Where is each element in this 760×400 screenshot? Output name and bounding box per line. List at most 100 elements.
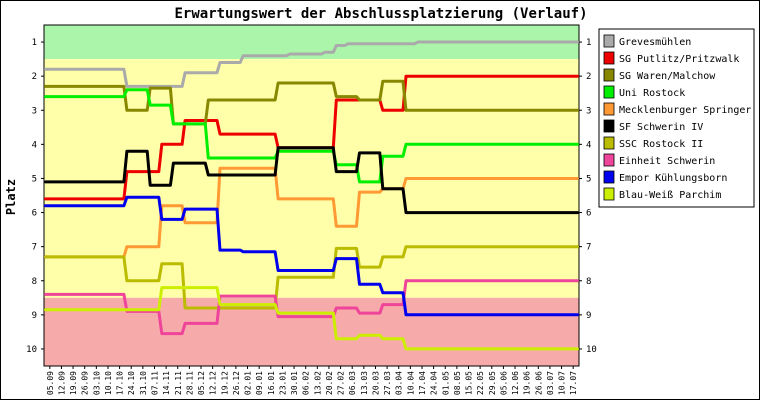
- x-tick-label: 20.02: [325, 371, 334, 395]
- x-tick-label: 26.12: [232, 371, 241, 395]
- y-tick-label-left: 8: [32, 277, 37, 287]
- series-line-0: [44, 40, 579, 88]
- legend-swatch: [603, 102, 615, 116]
- x-tick-label: 03.07: [546, 371, 555, 395]
- zone-relegation: [44, 297, 579, 366]
- x-tick-label: 06.03: [348, 371, 357, 395]
- x-tick-label: 26.09: [81, 371, 90, 395]
- legend-swatch: [603, 34, 615, 48]
- x-tick-label: 23.01: [278, 371, 287, 395]
- x-tick-label: 03.10: [92, 371, 101, 395]
- legend-entry-label: SSC Rostock II: [619, 139, 703, 150]
- y-tick-label-right: 4: [586, 140, 591, 150]
- x-tick-label: 08.05: [453, 371, 462, 395]
- legend-swatch: [603, 119, 615, 133]
- x-tick-label: 22.05: [476, 371, 485, 395]
- legend-swatch: [603, 85, 615, 99]
- series-line-4: [44, 166, 579, 259]
- x-tick-label: 13.02: [313, 371, 322, 395]
- x-tick-label: 02.01: [244, 371, 253, 395]
- legend-entry-label: Einheit Schwerin: [619, 156, 715, 167]
- series-line-6: [44, 245, 579, 310]
- legend-entry-label: SF Schwerin IV: [619, 122, 703, 133]
- series-line-3: [44, 88, 579, 184]
- x-tick-label: 07.11: [150, 371, 159, 395]
- y-tick-label-left: 4: [32, 140, 37, 150]
- y-tick-label-left: 9: [32, 311, 37, 321]
- chart-title: Erwartungswert der Abschlussplatzierung …: [174, 6, 587, 22]
- legend-swatch: [603, 187, 615, 201]
- legend-entry-label: Uni Rostock: [619, 88, 685, 99]
- x-tick-label: 24.04: [430, 371, 439, 395]
- x-tick-label: 26.06: [534, 371, 543, 395]
- y-tick-label-right: 6: [586, 209, 591, 219]
- x-tick-label: 05.09: [46, 371, 55, 395]
- y-tick-label-left: 3: [32, 106, 37, 116]
- legend-entry-label: SG Putlitz/Pritzwalk: [619, 54, 739, 65]
- legend: Grevesmühlen SG Putlitz/Pritzwalk SG Waren…: [598, 28, 755, 208]
- x-tick-label: 14.11: [162, 371, 171, 395]
- y-tick-label-right: 7: [586, 243, 591, 253]
- x-tick-label: 03.04: [395, 371, 404, 395]
- x-tick-label: 24.10: [127, 371, 136, 395]
- x-tick-label: 28.11: [185, 371, 194, 395]
- y-tick-label-right: 1: [586, 38, 591, 48]
- y-tick-label-right: 2: [586, 72, 591, 82]
- series-line-8: [44, 195, 579, 317]
- x-tick-label: 16.01: [267, 371, 276, 395]
- x-tick-label: 19.12: [220, 371, 229, 395]
- x-tick-label: 10.07: [558, 371, 567, 395]
- y-tick-label-right: 9: [586, 311, 591, 321]
- y-axis-label: Platz: [4, 179, 18, 215]
- x-tick-label: 30.01: [290, 371, 299, 395]
- legend-entry-label: Mecklenburger Springer: [619, 105, 751, 116]
- y-tick-label-right: 3: [586, 106, 591, 116]
- legend-entry-label: Empor Kühlungsborn: [619, 173, 727, 184]
- legend-swatch: [603, 153, 615, 167]
- legend-entry-label: Blau-Weiß Parchim: [619, 190, 721, 201]
- x-tick-label: 12.09: [57, 371, 66, 395]
- legend-entry-label: SG Waren/Malchow: [619, 71, 716, 82]
- x-tick-label: 09.01: [255, 371, 264, 395]
- legend-entry-label: Grevesmühlen: [619, 37, 691, 48]
- x-tick-label: 27.03: [383, 371, 392, 395]
- x-tick-label: 19.06: [523, 371, 532, 395]
- y-tick-label-left: 1: [32, 38, 37, 48]
- x-tick-label: 10.10: [104, 371, 113, 395]
- legend-swatch: [603, 136, 615, 150]
- y-tick-label-left: 7: [32, 243, 37, 253]
- y-tick-label-right: 5: [586, 174, 591, 184]
- x-tick-label: 29.05: [488, 371, 497, 395]
- series-line-5: [44, 146, 579, 215]
- y-tick-label-left: 2: [32, 72, 37, 82]
- x-tick-label: 13.03: [360, 371, 369, 395]
- legend-swatch: [603, 170, 615, 184]
- series-line-9: [44, 286, 579, 351]
- x-tick-label: 19.09: [69, 371, 78, 395]
- series-line-7: [44, 279, 579, 336]
- x-tick-label: 12.06: [511, 371, 520, 395]
- y-tick-label-right: 8: [586, 277, 591, 287]
- x-tick-label: 27.02: [337, 371, 346, 395]
- legend-swatch: [603, 51, 615, 65]
- x-tick-label: 20.03: [371, 371, 380, 395]
- x-tick-label: 17.10: [116, 371, 125, 395]
- legend-box: [598, 28, 755, 208]
- x-tick-label: 06.02: [302, 371, 311, 395]
- y-tick-label-right: 10: [586, 345, 597, 355]
- x-tick-label: 21.11: [174, 371, 183, 395]
- x-tick-label: 31.10: [139, 371, 148, 395]
- x-tick-label: 17.07: [569, 371, 578, 395]
- y-tick-label-left: 10: [26, 345, 37, 355]
- x-tick-label: 05.12: [197, 371, 206, 395]
- x-tick-label: 15.05: [465, 371, 474, 395]
- x-tick-label: 05.06: [499, 371, 508, 395]
- x-tick-label: 01.05: [441, 371, 450, 395]
- x-tick-label: 17.04: [418, 371, 427, 395]
- y-tick-label-left: 6: [32, 209, 37, 219]
- legend-swatch: [603, 68, 615, 82]
- series-line-2: [44, 79, 579, 126]
